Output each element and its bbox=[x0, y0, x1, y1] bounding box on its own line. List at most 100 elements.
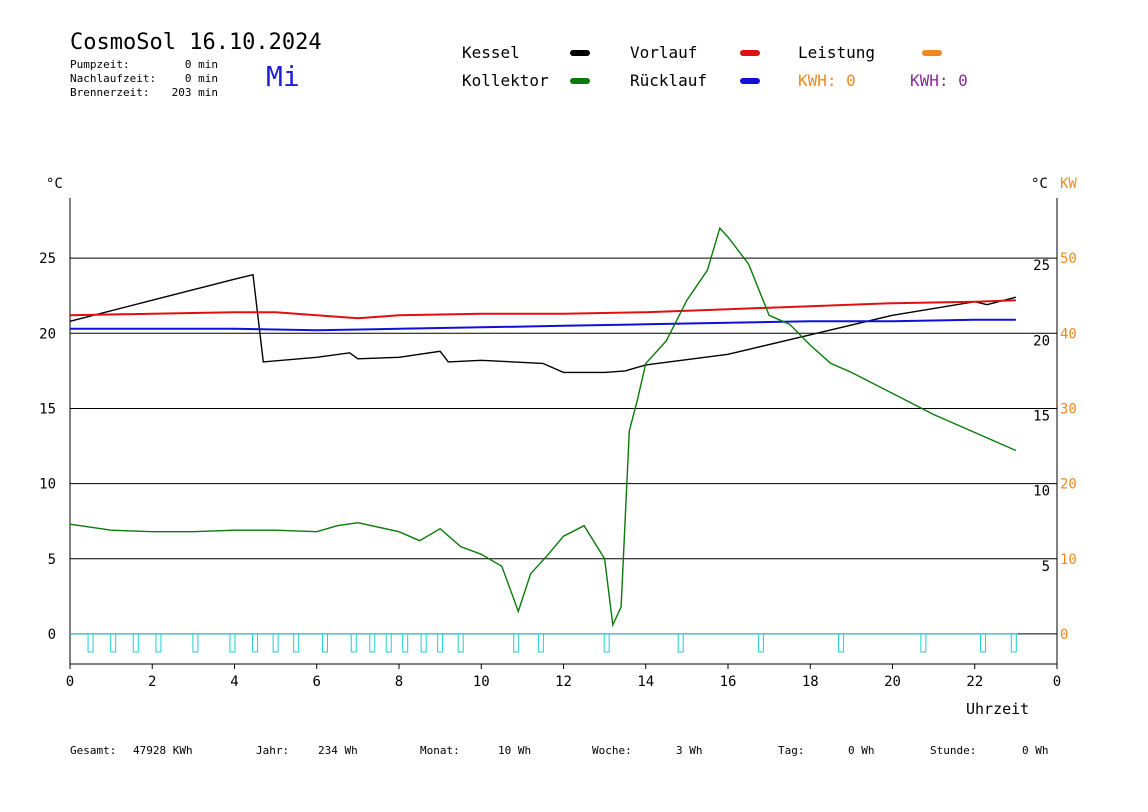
pump-pulse bbox=[369, 633, 376, 653]
series-lines bbox=[69, 226, 1018, 653]
footer-tag-label: Tag: bbox=[778, 744, 805, 757]
stat-brennerzeit-value: 203 min bbox=[171, 86, 218, 99]
y-left-tick-label: 15 bbox=[39, 401, 56, 417]
footer-monat-label: Monat: bbox=[420, 744, 460, 757]
footer-stunde-label: Stunde: bbox=[930, 744, 977, 757]
x-tick-label: 8 bbox=[395, 674, 403, 690]
pump-pulse bbox=[110, 633, 117, 653]
x-tick-label: 12 bbox=[555, 674, 572, 690]
series-kessel bbox=[69, 273, 1017, 374]
legend-leistung-swatch bbox=[922, 50, 942, 56]
stat-nachlaufzeit-value: 0 min bbox=[184, 72, 218, 85]
right-axis-unit-kw: KW bbox=[1060, 176, 1077, 192]
pump-pulse bbox=[402, 633, 409, 653]
pump-pulse bbox=[272, 633, 279, 653]
legend-vorlauf-swatch bbox=[740, 50, 760, 56]
y-right-kw-tick-label: 40 bbox=[1060, 326, 1077, 342]
footer-jahr-label: Jahr: bbox=[256, 744, 290, 757]
stat-pumpzeit-label: Pumpzeit: bbox=[70, 58, 130, 71]
x-tick-label: 2 bbox=[148, 674, 156, 690]
footer-stunde-value: 0 Wh bbox=[1022, 744, 1049, 757]
footer-monat-value: 10 Wh bbox=[498, 744, 532, 757]
y-right-kw-tick-label: 30 bbox=[1060, 401, 1077, 417]
y-right-kw-tick-label: 10 bbox=[1060, 552, 1077, 568]
pump-pulse bbox=[1010, 633, 1017, 653]
footer-woche-value: 3 Wh bbox=[676, 744, 703, 757]
legend-vorlauf-label: Vorlauf bbox=[630, 43, 698, 62]
chart-title: CosmoSol 16.10.2024 bbox=[70, 30, 322, 55]
y-left-tick-label: 0 bbox=[48, 627, 56, 643]
pump-pulse bbox=[979, 633, 986, 653]
pump-pulse bbox=[321, 633, 328, 653]
x-axis-label: Uhrzeit bbox=[966, 700, 1029, 718]
x-tick-label: 4 bbox=[230, 674, 238, 690]
series-kollektor bbox=[69, 226, 1017, 628]
x-tick-label: 20 bbox=[884, 674, 901, 690]
footer-gesamt-value: 47928 KWh bbox=[133, 744, 193, 757]
legend-kessel-swatch bbox=[570, 50, 590, 56]
y-left-tick-label: 5 bbox=[48, 552, 56, 568]
y-right-c-tick-label: 5 bbox=[1042, 559, 1050, 575]
pump-pulse bbox=[677, 633, 684, 653]
stat-nachlaufzeit-label: Nachlaufzeit: bbox=[70, 72, 157, 85]
pump-pulse bbox=[155, 633, 162, 653]
pump-pulse bbox=[838, 633, 845, 653]
footer-gesamt-label: Gesamt: bbox=[70, 744, 117, 757]
pump-pulse bbox=[437, 633, 444, 653]
footer-tag-value: 0 Wh bbox=[848, 744, 875, 757]
x-tick-label: 18 bbox=[802, 674, 819, 690]
footer-woche-label: Woche: bbox=[592, 744, 632, 757]
pump-pulse bbox=[132, 633, 139, 653]
y-left-tick-label: 20 bbox=[39, 326, 56, 342]
x-tick-label: 22 bbox=[966, 674, 983, 690]
pump-pulse bbox=[513, 633, 520, 653]
y-right-c-tick-label: 15 bbox=[1033, 408, 1050, 424]
pump-pulse bbox=[229, 633, 236, 653]
x-tick-label: 0 bbox=[1053, 674, 1061, 690]
legend-kessel-label: Kessel bbox=[462, 43, 520, 62]
y-left-tick-label: 10 bbox=[39, 477, 56, 493]
pump-pulse bbox=[757, 633, 764, 653]
x-tick-label: 0 bbox=[66, 674, 74, 690]
pump-pulse bbox=[537, 633, 544, 653]
legend-kollektor-label: Kollektor bbox=[462, 71, 549, 90]
tick-labels: 0 2 4 6 8 10 12 14 16 18 20 22 0 0 5 10 15 20 25 5 10 15 20 25 0… bbox=[39, 251, 1077, 690]
pump-pulse bbox=[457, 633, 464, 653]
series-ruecklauf bbox=[70, 318, 1016, 332]
pump-pulse bbox=[420, 633, 427, 653]
left-axis-unit: °C bbox=[46, 176, 63, 192]
right-axis-unit-c: °C bbox=[1031, 176, 1048, 192]
footer-jahr-value: 234 Wh bbox=[318, 744, 358, 757]
stat-brennerzeit-label: Brennerzeit: bbox=[70, 86, 150, 99]
x-tick-label: 16 bbox=[720, 674, 737, 690]
y-right-c-tick-label: 10 bbox=[1033, 484, 1050, 500]
legend-ruecklauf-swatch bbox=[740, 78, 760, 84]
pump-pulse bbox=[252, 633, 259, 653]
pump-pulse bbox=[293, 633, 300, 653]
y-right-c-tick-label: 20 bbox=[1033, 333, 1050, 349]
y-right-c-tick-label: 25 bbox=[1033, 258, 1050, 274]
y-right-kw-tick-label: 20 bbox=[1060, 477, 1077, 493]
axes bbox=[69, 198, 1058, 669]
pump-pulse bbox=[350, 633, 357, 653]
legend-ruecklauf-label: Rücklauf bbox=[630, 71, 708, 90]
y-right-kw-tick-label: 0 bbox=[1060, 627, 1068, 643]
y-left-tick-label: 25 bbox=[39, 251, 56, 267]
legend-kwh-orange: KWH: 0 bbox=[798, 71, 856, 90]
x-tick-label: 6 bbox=[313, 674, 321, 690]
weekday-label: Mi bbox=[266, 60, 300, 93]
legend-kollektor-swatch bbox=[570, 78, 590, 84]
legend-leistung-label: Leistung bbox=[798, 43, 876, 62]
series-vorlauf bbox=[69, 299, 1016, 320]
pump-pulse bbox=[920, 633, 927, 653]
legend-kwh-purple: KWH: 0 bbox=[910, 71, 968, 90]
pump-pulse bbox=[603, 633, 610, 653]
stat-pumpzeit-value: 0 min bbox=[184, 58, 218, 71]
x-tick-label: 10 bbox=[473, 674, 490, 690]
y-right-kw-tick-label: 50 bbox=[1060, 251, 1077, 267]
pump-pulse bbox=[192, 633, 199, 653]
pump-pulse bbox=[385, 633, 392, 653]
x-tick-label: 14 bbox=[637, 674, 654, 690]
pump-pulse bbox=[87, 633, 94, 653]
